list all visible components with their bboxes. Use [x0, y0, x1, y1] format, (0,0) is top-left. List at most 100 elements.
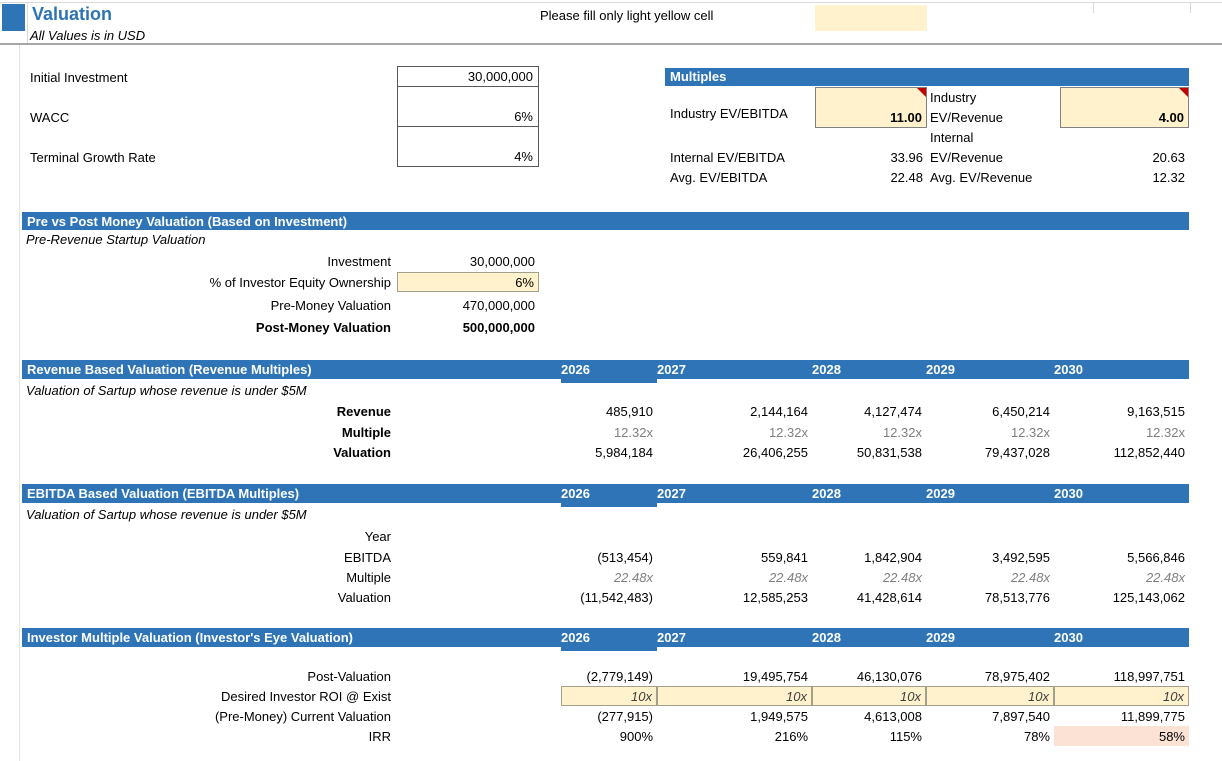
industry-ev-ebitda-label: Industry EV/EBITDA	[670, 106, 788, 121]
cell-value: 2,144,164	[750, 403, 808, 419]
table-row: Investment 30,000,000	[22, 251, 1189, 271]
ebitda-section-title: EBITDA Based Valuation (EBITDA Multiples…	[27, 486, 300, 501]
internal-ev-ebitda-label: Internal EV/EBITDA	[670, 150, 785, 165]
fill-instruction: Please fill only light yellow cell	[540, 8, 714, 23]
industry-ev-ebitda-value: 11.00	[890, 110, 922, 125]
year-header: 2026	[561, 630, 590, 645]
row-label: Investment	[327, 253, 391, 269]
cell-value: 22.48x	[882, 569, 922, 585]
terminal-growth-label: Terminal Growth Rate	[30, 149, 156, 165]
prepost-section-note: Pre-Revenue Startup Valuation	[26, 231, 206, 247]
cell-value: 4,127,474	[864, 403, 922, 419]
post-money-value: 500,000,000	[462, 319, 535, 335]
cell-value: 118,997,751	[1113, 668, 1185, 684]
cell-value: 26,406,255	[742, 444, 808, 460]
industry-ev-revenue-label: Industry EV/Revenue	[930, 90, 1003, 125]
cell-value: 12,585,253	[742, 589, 808, 605]
roi-input-cell[interactable]: 10x	[1054, 686, 1189, 706]
cell-value: 3,492,595	[992, 549, 1050, 565]
row-label: Revenue	[336, 403, 391, 419]
comment-marker-icon	[1179, 88, 1188, 97]
table-row: IRR 900% 216% 115% 78% 58%	[22, 726, 1189, 746]
row-label: (Pre-Money) Current Valuation	[214, 708, 391, 724]
wacc-label: WACC	[30, 109, 70, 125]
row-label: Desired Investor ROI @ Exist	[221, 688, 391, 704]
equity-ownership-cell[interactable]: 6%	[397, 272, 539, 292]
initial-investment-cell[interactable]: 30,000,000	[397, 66, 539, 87]
investment-value: 30,000,000	[469, 253, 535, 269]
avg-ev-revenue-value: 12.32	[1152, 170, 1185, 185]
cell-value: 11,899,775	[1120, 708, 1185, 724]
table-row: EBITDA (513,454) 559,841 1,842,904 3,492…	[22, 547, 1189, 567]
year-header: 2028	[812, 630, 841, 645]
row-label: Valuation	[333, 444, 391, 460]
table-row: Year	[22, 526, 1189, 546]
year-header: 2030	[1054, 362, 1083, 377]
table-row: Multiple 22.48x 22.48x 22.48x 22.48x 22.…	[22, 567, 1189, 587]
gridline	[1190, 2, 1191, 13]
row-label: IRR	[368, 728, 391, 744]
cell-value: 216%	[774, 728, 808, 744]
pre-money-value: 470,000,000	[462, 297, 535, 313]
cell-value: 9,163,515	[1127, 403, 1185, 419]
gridline	[19, 45, 20, 761]
wacc-cell[interactable]: 6%	[397, 86, 539, 127]
cell-value: 78,975,402	[984, 668, 1050, 684]
cell-value: (2,779,149)	[586, 668, 654, 684]
cell-value: 485,910	[606, 403, 653, 419]
ebitda-section-note: Valuation of Sartup whose revenue is und…	[26, 506, 307, 522]
initial-investment-label: Initial Investment	[30, 69, 128, 85]
cell-value: 12.32x	[882, 424, 922, 440]
industry-ev-revenue-cell[interactable]: 4.00	[1060, 87, 1189, 128]
roi-input-cell[interactable]: 10x	[812, 686, 926, 706]
avg-ev-revenue-label: Avg. EV/Revenue	[930, 170, 1033, 185]
avg-ev-ebitda-value: 22.48	[890, 170, 923, 185]
year-header: 2027	[657, 362, 686, 377]
cell-value: 559,841	[761, 549, 808, 565]
gridline	[27, 2, 28, 44]
industry-ev-ebitda-cell[interactable]: 11.00	[815, 87, 927, 128]
year-header: 2028	[812, 362, 841, 377]
internal-ev-revenue-label: Internal EV/Revenue	[930, 130, 1003, 165]
page-subtitle: All Values is in USD	[30, 28, 146, 43]
cell-value: 4,613,008	[864, 708, 922, 724]
cell-value: 22.48x	[613, 569, 653, 585]
roi-input-cell[interactable]: 10x	[926, 686, 1054, 706]
year-header: 2029	[926, 362, 955, 377]
terminal-growth-cell[interactable]: 4%	[397, 126, 539, 167]
table-row: Valuation (11,542,483) 12,585,253 41,428…	[22, 587, 1189, 607]
table-row: Pre-Money Valuation 470,000,000	[22, 295, 1189, 315]
prepost-section-title: Pre vs Post Money Valuation (Based on In…	[27, 213, 348, 229]
table-row: Post-Money Valuation 500,000,000	[22, 317, 1189, 337]
table-row: Desired Investor ROI @ Exist 10x 10x 10x…	[22, 686, 1189, 706]
cell-value: 12.32x	[1010, 424, 1050, 440]
cell-value: 41,428,614	[856, 589, 922, 605]
cell-value: 12.32x	[768, 424, 808, 440]
row-label: Valuation	[337, 589, 391, 605]
roi-input-cell[interactable]: 10x	[657, 686, 812, 706]
year-header: 2026	[561, 486, 590, 501]
internal-ev-ebitda-value: 33.96	[890, 150, 923, 165]
cell-value: 7,897,540	[992, 708, 1050, 724]
investor-section-title: Investor Multiple Valuation (Investor's …	[27, 630, 353, 645]
cell-value: 46,130,076	[856, 668, 922, 684]
comment-marker-icon	[917, 88, 926, 97]
year-header: 2027	[657, 630, 686, 645]
cell-value: 22.48x	[1010, 569, 1050, 585]
table-row: Post-Valuation (2,779,149) 19,495,754 46…	[22, 666, 1189, 686]
title-accent-cell	[2, 4, 25, 31]
roi-input-cell[interactable]: 10x	[561, 686, 657, 706]
cell-value: 19,495,754	[742, 668, 808, 684]
cell-value: 115%	[889, 728, 922, 744]
cell-value: 12.32x	[613, 424, 653, 440]
row-label: Multiple	[341, 424, 391, 440]
cell-value: 12.32x	[1145, 424, 1185, 440]
row-label: Post-Money Valuation	[255, 319, 391, 335]
cell-value: 6,450,214	[992, 403, 1050, 419]
revenue-section-title: Revenue Based Valuation (Revenue Multipl…	[27, 362, 312, 377]
table-row: Multiple 12.32x 12.32x 12.32x 12.32x 12.…	[22, 422, 1189, 442]
industry-ev-revenue-value: 4.00	[1158, 110, 1184, 125]
cell-value: (11,542,483)	[580, 589, 653, 605]
table-row: (Pre-Money) Current Valuation (277,915) …	[22, 706, 1189, 726]
